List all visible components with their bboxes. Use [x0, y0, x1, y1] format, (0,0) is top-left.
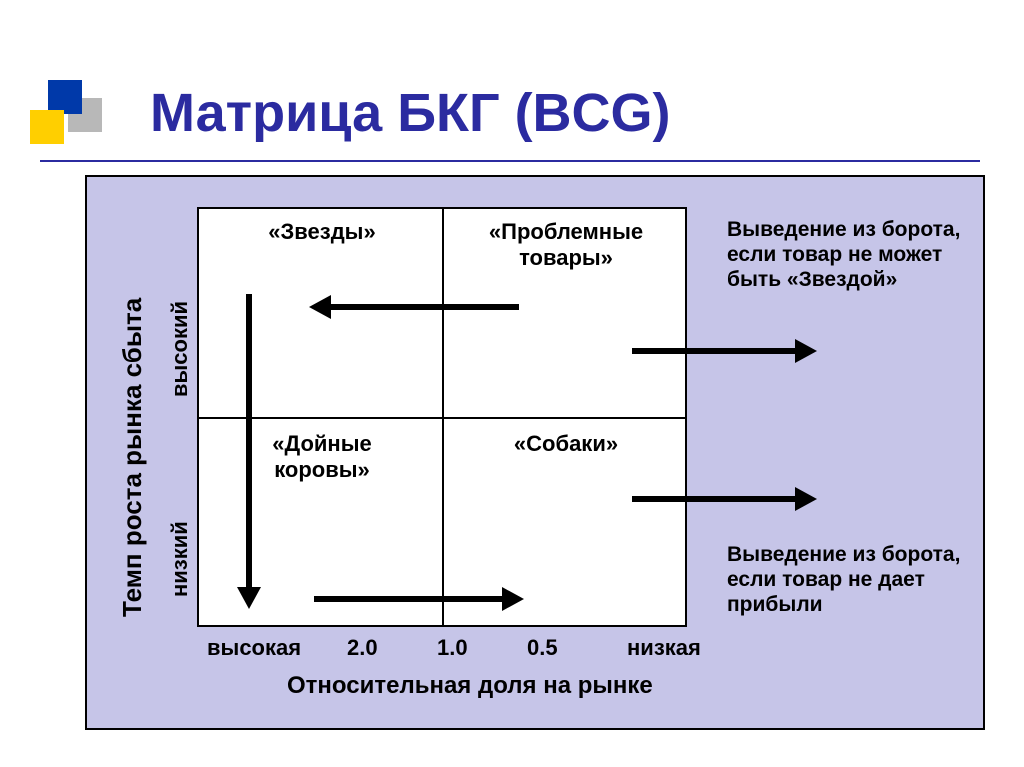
arrow-q3-to-q4-head [502, 587, 524, 611]
x-axis-low: низкая [627, 635, 701, 661]
arrow-q2-to-q1-line [329, 304, 519, 310]
logo-square-blue [48, 80, 82, 114]
quadrant-question-marks: «Проблемные товары» [451, 219, 681, 271]
arrow-q2-out-line [632, 348, 797, 354]
annotation-bottom: Выведение из борота, если товар не дает … [727, 542, 987, 618]
quadrant-stars: «Звезды» [207, 219, 437, 245]
y-axis-high: высокий [167, 301, 193, 397]
y-axis-low: низкий [167, 521, 193, 597]
quadrant-cash-cows: «Дойные коровы» [207, 431, 437, 483]
matrix-grid: «Звезды» «Проблемные товары» «Дойные кор… [197, 207, 687, 627]
arrow-q2-to-q1-head [309, 295, 331, 319]
arrow-q1-to-q3-line [246, 294, 252, 589]
x-tick-2: 0.5 [527, 635, 558, 661]
slide-title: Матрица БКГ (BCG) [150, 82, 671, 144]
logo-square-yellow [30, 110, 64, 144]
arrow-q2-out-head [795, 339, 817, 363]
x-axis-title: Относительная доля на рынке [287, 672, 653, 700]
x-tick-1: 1.0 [437, 635, 468, 661]
bcg-diagram: Темп роста рынка сбыта высокий низкий «З… [85, 175, 985, 730]
y-axis-title: Темп роста рынка сбыта [117, 298, 148, 617]
matrix-horizontal-divider [199, 417, 685, 419]
annotation-top: Выведение из борота, если товар не может… [727, 217, 987, 293]
arrow-q4-out-head [795, 487, 817, 511]
x-axis-high: высокая [207, 635, 301, 661]
x-tick-0: 2.0 [347, 635, 378, 661]
slide-logo [30, 80, 100, 150]
arrow-q4-out-line [632, 496, 797, 502]
title-underline [40, 160, 980, 162]
arrow-q3-to-q4-line [314, 596, 504, 602]
quadrant-dogs: «Собаки» [451, 431, 681, 457]
arrow-q1-to-q3-head [237, 587, 261, 609]
